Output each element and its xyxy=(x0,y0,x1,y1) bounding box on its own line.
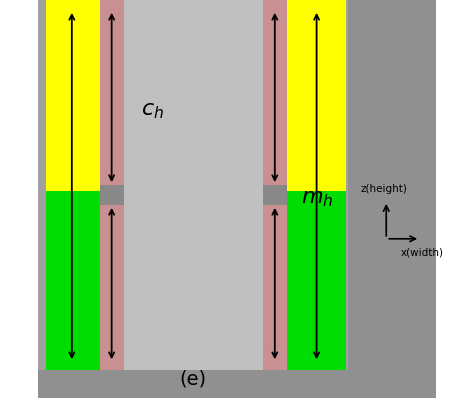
Text: $c_h$: $c_h$ xyxy=(141,101,164,121)
Bar xyxy=(100,185,124,205)
Text: x(width): x(width) xyxy=(401,248,444,258)
Text: $m_h$: $m_h$ xyxy=(301,189,333,209)
Text: (e): (e) xyxy=(180,369,207,388)
Bar xyxy=(38,0,348,370)
Bar xyxy=(46,0,100,191)
Bar xyxy=(263,0,287,370)
Bar xyxy=(46,191,100,370)
Text: z(height): z(height) xyxy=(361,184,408,194)
Bar xyxy=(263,185,287,205)
Bar xyxy=(287,191,346,370)
Bar xyxy=(100,0,124,370)
Bar xyxy=(124,0,263,370)
Bar xyxy=(287,0,346,191)
